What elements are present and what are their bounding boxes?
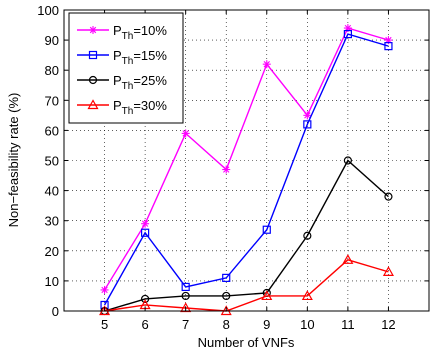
- data-point: [141, 294, 150, 304]
- legend-marker: [88, 50, 98, 60]
- y-tick-label: 10: [45, 274, 59, 289]
- y-tick-label: 30: [45, 214, 59, 229]
- x-tick-label: 12: [381, 317, 395, 332]
- y-tick-label: 80: [45, 63, 59, 78]
- y-axis-label: Non−feasibility rate (%): [6, 93, 21, 228]
- data-point: [384, 42, 393, 51]
- legend-label: PTh=30%: [113, 98, 167, 117]
- data-point: [303, 231, 312, 240]
- y-tick-label: 60: [45, 123, 59, 138]
- legend: PTh=10% PTh=15% PTh=25% PTh=30%: [68, 12, 184, 124]
- y-tick-label: 70: [45, 93, 59, 108]
- y-tick-label: 0: [52, 304, 59, 319]
- y-tick-label: 20: [45, 244, 59, 259]
- legend-marker: [87, 99, 99, 110]
- axis-ticks: 0 10 20 30 40 50 60 70 80 90 100 5 6 7 8 9 10 11 12: [37, 3, 429, 332]
- series-line: [104, 159, 389, 312]
- data-point: [181, 291, 190, 301]
- data-point: [261, 290, 273, 301]
- x-axis-label: Number of VNFs: [198, 335, 295, 350]
- legend-item: PTh=25%: [77, 73, 167, 92]
- data-point: [222, 273, 231, 282]
- data-point: [343, 156, 352, 165]
- y-tick-label: 90: [45, 33, 59, 48]
- data-point: [343, 29, 352, 39]
- legend-item: PTh=15%: [77, 48, 167, 67]
- data-point: [384, 192, 393, 201]
- legend-item: PTh=10%: [77, 23, 167, 42]
- legend-item: PTh=30%: [77, 98, 167, 117]
- data-point: [181, 129, 190, 138]
- x-tick-label: 7: [182, 317, 189, 332]
- data-point: [301, 290, 313, 301]
- x-tick-label: 8: [223, 317, 230, 332]
- data-point: [262, 60, 271, 69]
- data-point: [181, 282, 190, 292]
- y-tick-label: 50: [45, 154, 59, 169]
- legend-box: [68, 12, 184, 124]
- series-line: [103, 27, 389, 291]
- data-point: [222, 291, 231, 301]
- series-line: [103, 33, 389, 306]
- data-point: [141, 219, 150, 228]
- series-1: [100, 29, 393, 310]
- data-point: [343, 24, 352, 33]
- data-point: [222, 165, 231, 174]
- series-layer: [99, 24, 394, 316]
- x-tick-label: 9: [263, 317, 270, 332]
- x-tick-label: 5: [101, 317, 108, 332]
- data-point: [342, 254, 354, 264]
- data-point: [303, 120, 312, 129]
- legend-label: PTh=10%: [113, 23, 167, 42]
- x-tick-label: 11: [341, 317, 355, 332]
- legend-label: PTh=25%: [113, 73, 167, 92]
- data-point: [141, 228, 150, 237]
- series-line: [104, 259, 389, 312]
- data-point: [382, 266, 394, 276]
- x-tick-label: 10: [300, 317, 314, 332]
- legend-label: PTh=15%: [113, 48, 167, 67]
- legend-marker: [88, 75, 98, 85]
- y-tick-label: 40: [45, 184, 59, 199]
- series-0: [100, 24, 393, 294]
- data-point: [303, 111, 312, 120]
- data-point: [262, 225, 271, 234]
- y-tick-label: 100: [37, 3, 59, 18]
- x-tick-label: 6: [141, 317, 148, 332]
- legend-marker: [89, 26, 97, 34]
- data-point: [100, 285, 109, 294]
